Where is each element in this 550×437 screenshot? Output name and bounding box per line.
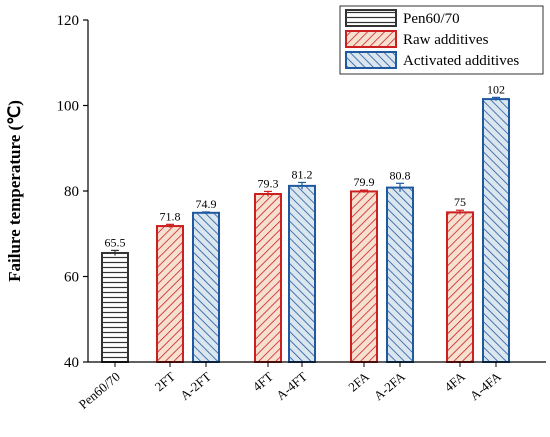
x-tick-label: 2FA	[345, 368, 372, 394]
x-tick-label: Pen60/70	[76, 369, 123, 412]
bar-a-4fa	[482, 98, 510, 364]
x-tick-label: A-4FA	[467, 368, 505, 403]
data-label: 102	[487, 82, 505, 96]
data-label: 81.2	[292, 167, 313, 181]
bar-2ft	[156, 225, 184, 363]
y-tick-label: 60	[64, 270, 79, 286]
bar-a-2ft	[192, 211, 220, 363]
y-tick-label: 40	[64, 355, 79, 371]
x-tick-label: 4FA	[441, 368, 468, 394]
legend-label: Activated additives	[403, 53, 519, 69]
data-label: 79.3	[258, 176, 279, 190]
y-tick-label: 120	[57, 13, 80, 29]
x-tick-label: 4FT	[250, 369, 276, 394]
x-tick-label: A-2FA	[371, 368, 409, 403]
legend-swatch	[345, 9, 397, 27]
bar-4ft	[254, 192, 282, 363]
data-label: 65.5	[105, 235, 126, 249]
bar-2fa	[350, 190, 378, 363]
data-label: 75	[454, 195, 466, 209]
bar-a-4ft	[288, 184, 316, 363]
legend: Pen60/70 Raw additives Activated additives	[339, 5, 544, 75]
y-tick-label: 80	[64, 184, 79, 200]
x-tick-label: A-2FT	[177, 369, 214, 403]
data-label: 79.9	[354, 175, 375, 189]
bar-a-2fa	[386, 186, 414, 363]
legend-swatch	[345, 51, 397, 69]
legend-label: Raw additives	[403, 32, 489, 48]
legend-swatch	[345, 30, 397, 48]
x-tick-label: A-4FT	[273, 369, 310, 403]
data-label: 80.8	[390, 168, 411, 182]
x-tick-label: 2FT	[152, 369, 178, 394]
y-tick-label: 100	[57, 99, 80, 115]
data-label: 71.8	[160, 209, 181, 223]
y-axis-title: Failure temperature (℃)	[5, 100, 24, 282]
bar-4fa	[446, 211, 474, 363]
bar-pen60-70	[101, 251, 129, 363]
data-label: 74.9	[196, 197, 217, 211]
legend-label: Pen60/70	[403, 11, 460, 27]
